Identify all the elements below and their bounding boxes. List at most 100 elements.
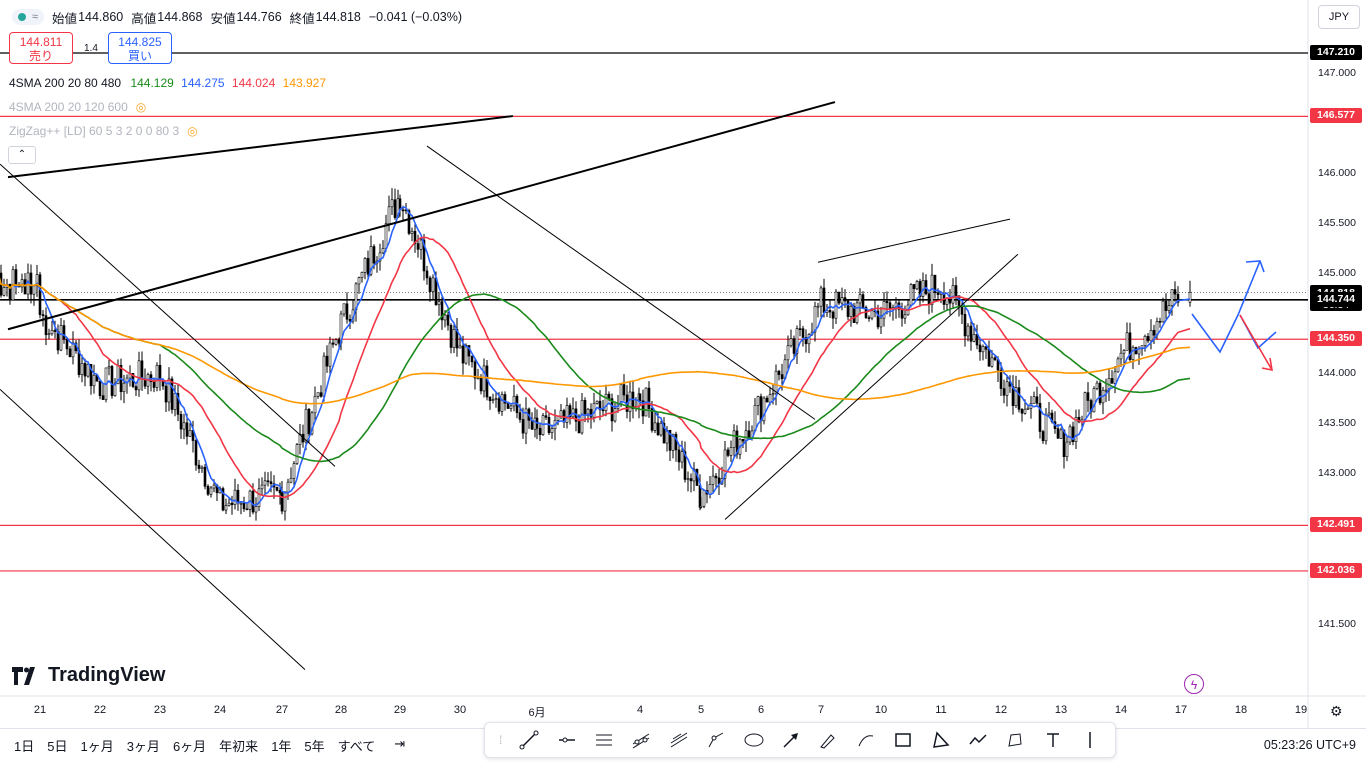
candle-body (260, 484, 264, 490)
buy-button[interactable]: 144.825 買い (108, 32, 172, 64)
candle-body (771, 393, 775, 396)
candle-body (954, 285, 958, 297)
curve-icon[interactable] (852, 726, 880, 754)
currency-selector[interactable]: JPY (1318, 5, 1360, 29)
candle-body (867, 317, 871, 319)
range-1m[interactable]: 1ヶ月 (80, 739, 114, 754)
hidden-eye-icon[interactable]: ◎ (187, 124, 198, 138)
range-5d[interactable]: 5日 (47, 739, 68, 754)
range-5y[interactable]: 5年 (304, 739, 325, 754)
trend-line (7, 115, 514, 179)
candle-body (328, 342, 332, 367)
candle-body (726, 449, 730, 456)
clock[interactable]: 05:23:26 UTC+9 (1263, 738, 1356, 752)
range-1y[interactable]: 1年 (271, 739, 292, 754)
candle-body (1020, 409, 1024, 414)
range-3m[interactable]: 3ヶ月 (126, 739, 160, 754)
candle-body (550, 428, 554, 433)
arrowhead-red (1261, 357, 1273, 372)
candle-body (653, 422, 657, 431)
candle-body (1098, 382, 1102, 404)
tradingview-logo: TradingView (12, 664, 165, 687)
indicator-zigzag[interactable]: ZigZag++ [LD] 60 5 3 2 0 0 80 3 ◎ (9, 124, 198, 138)
triangle-icon[interactable] (927, 726, 955, 754)
candle-body (638, 393, 642, 402)
candle-body (903, 314, 907, 319)
rectangle-icon[interactable] (889, 726, 917, 754)
range-all[interactable]: すべて (337, 739, 376, 754)
parallel-channel-icon[interactable] (590, 726, 618, 754)
status-pill[interactable]: ≈ (12, 9, 45, 25)
candle-body (176, 393, 180, 415)
time-tick: 11 (935, 704, 947, 716)
horizontal-ray-icon[interactable] (553, 726, 581, 754)
candle-body (384, 223, 388, 249)
candle-body (1170, 289, 1174, 306)
candle-body (792, 338, 796, 354)
candle-body (313, 395, 317, 414)
candle-body (686, 478, 690, 480)
trend-line-icon[interactable] (515, 726, 543, 754)
candle-body (1077, 416, 1081, 423)
candle-body (870, 310, 874, 319)
path-icon[interactable] (702, 726, 730, 754)
candle-body (393, 199, 397, 218)
candle-body (583, 400, 587, 415)
price-tick: 145.000 (1318, 267, 1356, 280)
candle-body (1038, 402, 1042, 432)
candle-body (951, 285, 955, 304)
candle-body (1083, 392, 1087, 421)
candle-body (263, 480, 267, 486)
low-value: 144.766 (236, 10, 282, 24)
drag-handle-icon[interactable]: ⁞ (499, 733, 503, 747)
brush-icon[interactable] (814, 726, 842, 754)
price-chart[interactable] (0, 0, 1366, 728)
candle-body (671, 433, 675, 451)
polyline-icon[interactable] (964, 726, 992, 754)
candle-body (437, 301, 441, 306)
candle-body (509, 405, 513, 409)
pattern-icon[interactable] (1001, 726, 1029, 754)
candle-body (641, 400, 645, 417)
price-tick: 147.000 (1318, 67, 1356, 80)
indicator-sma-1[interactable]: 4SMA 200 20 80 480 144.129 144.275 144.0… (9, 76, 326, 90)
candle-body (1017, 387, 1021, 410)
ellipse-icon[interactable] (740, 726, 768, 754)
candle-body (586, 408, 590, 415)
candle-body (756, 396, 760, 406)
fib-retracement-icon[interactable] (665, 726, 693, 754)
vertical-line-icon[interactable] (1076, 726, 1104, 754)
time-tick: 12 (994, 704, 1008, 716)
goto-date-icon[interactable]: ⇥ (394, 736, 406, 751)
settings-gear-icon[interactable]: ⚙ (1330, 703, 1343, 719)
candle-body (431, 277, 435, 293)
arrow-icon[interactable] (777, 726, 805, 754)
lightning-icon[interactable]: ϟ (1184, 674, 1204, 694)
candle-body (559, 410, 563, 417)
candle-body (2, 287, 6, 296)
range-1d[interactable]: 1日 (14, 739, 35, 754)
candle-body (1119, 352, 1123, 360)
pitchfork-icon[interactable] (627, 726, 655, 754)
text-icon[interactable] (1039, 726, 1067, 754)
candle-body (331, 342, 335, 345)
hidden-eye-icon[interactable]: ◎ (135, 100, 147, 114)
candle-body (677, 449, 681, 463)
candle-body (683, 451, 687, 480)
candle-body (732, 430, 736, 448)
candle-body (363, 258, 367, 273)
sell-button[interactable]: 144.811 売り (9, 32, 73, 64)
range-ytd[interactable]: 年初来 (219, 739, 259, 754)
chevron-up-icon[interactable]: ⌃ (8, 146, 36, 164)
time-tick: 18 (1234, 704, 1248, 716)
buy-label: 買い (127, 49, 152, 63)
close-value: 144.818 (315, 10, 361, 24)
indicator-sma-2[interactable]: 4SMA 200 20 120 600 ◎ (9, 100, 146, 114)
candle-body (1092, 388, 1096, 413)
candle-body (729, 447, 733, 456)
sma-480-value: 143.927 (282, 76, 327, 90)
range-6m[interactable]: 6ヶ月 (172, 739, 207, 754)
candle-body (1110, 378, 1114, 384)
candle-body (813, 306, 817, 333)
candle-body (984, 346, 988, 350)
